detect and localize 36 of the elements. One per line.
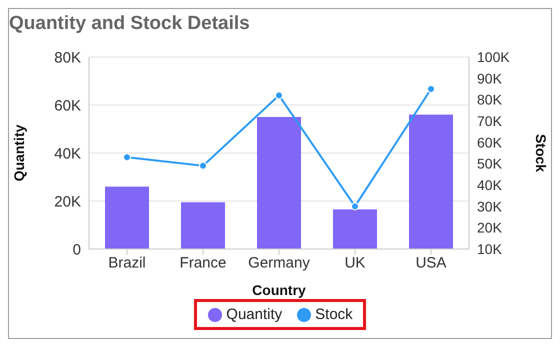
y-axis-title: Quantity	[10, 124, 27, 182]
x-tick-label: Brazil	[108, 254, 146, 272]
x-tick-label: USA	[416, 254, 446, 272]
y2-tick-label: 50K	[477, 156, 503, 172]
legend-label: Quantity	[225, 306, 282, 323]
y2-tick-label: 70K	[477, 112, 503, 129]
point	[123, 153, 131, 162]
point	[199, 162, 207, 170]
bar	[333, 209, 377, 249]
x-tick-label: Germany	[248, 254, 310, 272]
y-tick-label: 20K	[54, 193, 81, 210]
x-tick-label: UK	[344, 254, 366, 272]
y-tick-label: 80K	[54, 49, 81, 66]
bar	[409, 114, 453, 249]
bar	[181, 202, 225, 249]
x-axis-title: Country	[252, 282, 306, 298]
y2-tick-label: 40K	[477, 176, 503, 193]
y-tick-label: 40K	[54, 145, 81, 162]
point	[427, 85, 435, 93]
y2-tick-label: 10K	[477, 240, 503, 257]
y2-tick-label: 20K	[477, 220, 503, 236]
y2-tick-label: 80K	[477, 92, 503, 108]
y2-tick-label: 60K	[477, 134, 503, 150]
y2-tick-label: 100K	[477, 48, 510, 65]
x-tick-label: France	[180, 254, 226, 272]
y2-tick-label: 90K	[477, 70, 503, 86]
y2-tick-label: 30K	[477, 198, 503, 214]
bar	[257, 117, 301, 249]
bar	[105, 186, 149, 249]
point	[275, 91, 283, 100]
y-tick-label: 0	[72, 241, 81, 258]
y-tick-label: 60K	[54, 97, 81, 114]
point	[351, 202, 359, 210]
chart-title: Quantity and Stock Details	[9, 13, 250, 35]
legend-label: Stock	[314, 306, 353, 323]
y2-axis-title: Stock	[533, 134, 550, 172]
